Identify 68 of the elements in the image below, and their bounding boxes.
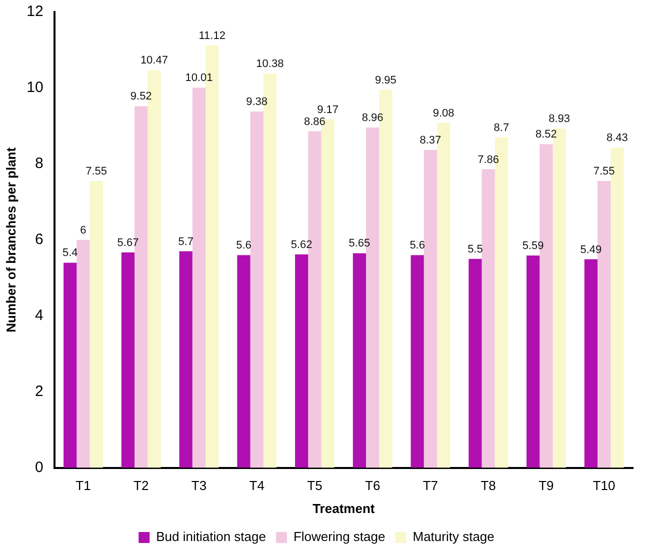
data-label: 5.65: [348, 238, 370, 250]
data-label: 11.12: [198, 30, 226, 42]
bar: [352, 253, 366, 468]
y-tick-label: 10: [26, 79, 44, 96]
data-label: 5.49: [580, 244, 602, 256]
data-label: 7.55: [593, 166, 615, 178]
bar: [121, 252, 135, 468]
data-label: 5.4: [62, 247, 78, 260]
x-tick-label: T8: [480, 478, 496, 494]
data-label: 10.01: [185, 72, 213, 84]
bar: [64, 262, 77, 468]
bar: [424, 150, 438, 468]
x-tick-label: T3: [191, 478, 207, 494]
x-tick-label: T1: [76, 478, 91, 494]
data-label: 9.38: [246, 96, 268, 108]
data-label: 5.67: [117, 236, 139, 249]
data-label: 8.52: [535, 128, 557, 141]
y-axis-title: Number of branches per plant: [3, 146, 18, 332]
x-tick-label: T6: [364, 478, 380, 494]
x-tick-label: T4: [249, 478, 264, 494]
data-label: 8.86: [304, 116, 326, 128]
data-label: 10.47: [140, 54, 168, 67]
data-label: 9.08: [432, 107, 454, 120]
data-label: 5.5: [468, 243, 483, 256]
x-axis-title: Treatment: [312, 500, 376, 516]
data-label: 8.43: [606, 132, 628, 144]
bar: [482, 169, 495, 468]
x-tick-label: T5: [307, 478, 322, 494]
y-tick-label: 0: [34, 458, 44, 476]
x-tick-label: T9: [538, 478, 554, 494]
legend-label: Flowering stage: [293, 529, 386, 544]
x-tick-label: T2: [134, 478, 149, 494]
data-label: 9.17: [317, 104, 339, 116]
bar: [192, 88, 206, 468]
data-label: 9.52: [130, 90, 152, 103]
legend-label: Maturity stage: [412, 529, 494, 544]
bar: [76, 240, 90, 468]
y-tick-label: 8: [34, 155, 44, 172]
data-label: 5.6: [410, 240, 425, 252]
data-label: 7.86: [478, 154, 500, 166]
data-label: 5.62: [290, 238, 312, 251]
x-tick-label: T7: [422, 478, 438, 494]
bar: [179, 251, 192, 468]
data-label: 8.93: [548, 113, 570, 126]
y-tick-label: 12: [26, 3, 44, 20]
bar: [295, 254, 308, 468]
bar: [468, 258, 482, 468]
bar: [90, 181, 103, 468]
bar: [250, 112, 264, 468]
data-label: 6: [80, 224, 86, 236]
data-label: 7.55: [86, 166, 108, 178]
bar: [584, 259, 598, 468]
x-tick-label: T10: [592, 478, 616, 494]
y-tick-label: 4: [34, 307, 44, 324]
bar: [410, 255, 424, 468]
bar: [237, 255, 250, 468]
data-label: 10.38: [256, 58, 284, 70]
data-label: 8.37: [420, 134, 442, 146]
legend-label: Bud initiation stage: [156, 529, 266, 544]
bar: [526, 255, 540, 468]
y-tick-label: 2: [34, 382, 44, 400]
y-tick-label: 6: [34, 231, 44, 248]
data-label: 9.95: [374, 74, 396, 86]
data-label: 8.7: [494, 122, 510, 134]
data-label: 5.59: [522, 240, 544, 252]
data-label: 5.7: [178, 236, 194, 248]
data-label: 8.96: [362, 112, 384, 124]
data-label: 5.6: [236, 240, 252, 252]
